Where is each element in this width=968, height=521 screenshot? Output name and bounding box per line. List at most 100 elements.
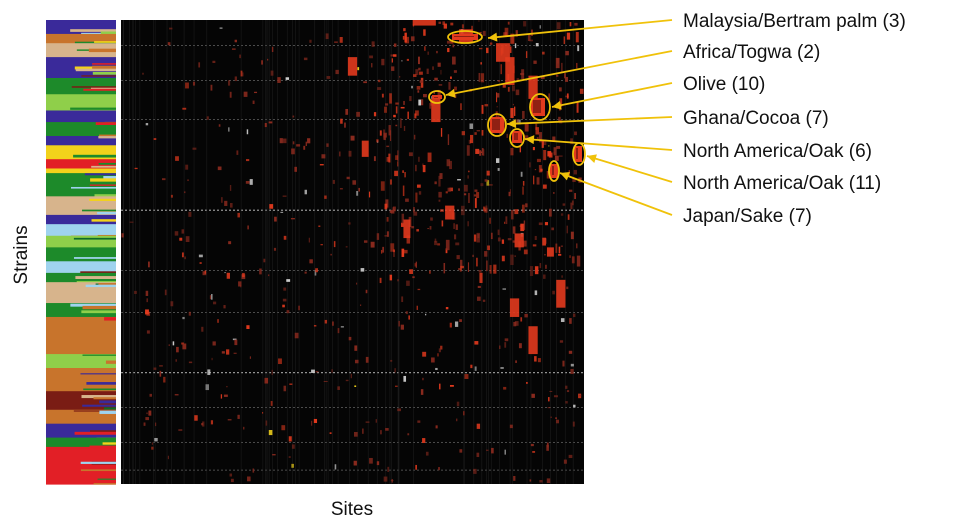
- heatmap-mark: [315, 268, 319, 273]
- annotation-ellipse: [548, 160, 560, 182]
- heatmap-mark: [233, 352, 237, 354]
- heatmap-mark: [539, 25, 541, 29]
- ancestry-segment: [46, 261, 116, 274]
- heatmap-mark: [478, 72, 481, 82]
- heatmap-mark: [167, 455, 169, 460]
- heatmap-mark: [459, 449, 463, 453]
- heatmap-mark: [440, 128, 443, 137]
- heatmap-mark: [507, 87, 510, 92]
- heatmap-mark: [515, 30, 518, 37]
- heatmap-mark: [459, 268, 462, 272]
- ancestry-admixture: [74, 431, 116, 435]
- heatmap-mark: [474, 198, 477, 208]
- heatmap-mark: [507, 238, 512, 241]
- annotation-ellipse: [428, 90, 446, 104]
- heatmap-mark: [354, 345, 358, 351]
- heatmap-mark: [269, 204, 274, 209]
- annotation-label: North America/Oak (6): [683, 141, 872, 162]
- heatmap-mark: [514, 106, 516, 116]
- ancestry-admixture: [93, 483, 116, 485]
- heatmap-mark: [283, 287, 287, 291]
- ancestry-segment: [46, 122, 116, 137]
- heatmap-mark: [401, 296, 404, 303]
- annotation-label: Olive (10): [683, 74, 765, 95]
- ancestry-segment: [46, 247, 116, 262]
- heatmap-mark: [326, 76, 331, 79]
- heatmap-mark: [574, 131, 577, 136]
- heatmap-mark: [360, 268, 365, 272]
- ancestry-segment: [46, 368, 116, 392]
- heatmap-mark: [422, 351, 427, 357]
- heatmap-mark: [229, 203, 233, 208]
- heatmap-mark: [188, 211, 192, 217]
- heatmap-mark: [145, 417, 149, 421]
- heatmap-mark: [434, 238, 437, 243]
- heatmap-mark: [516, 119, 521, 125]
- heatmap-mark: [262, 412, 264, 414]
- heatmap-mark: [376, 461, 380, 466]
- heatmap-mark: [512, 103, 514, 106]
- heatmap-mark: [476, 192, 480, 199]
- heatmap-mark: [445, 306, 449, 310]
- heatmap-mark: [290, 218, 295, 220]
- heatmap-mark: [270, 70, 274, 76]
- heatmap-mark: [509, 189, 511, 194]
- heatmap-mark: [419, 71, 423, 75]
- heatmap-mark: [480, 62, 482, 65]
- heatmap-mark: [535, 43, 539, 47]
- heatmap-mark: [294, 166, 297, 172]
- heatmap-mark: [440, 345, 443, 350]
- ancestry-admixture: [94, 194, 116, 198]
- heatmap-mark: [170, 194, 173, 198]
- ancestry-admixture: [95, 122, 116, 125]
- heatmap-mark: [390, 243, 395, 252]
- ancestry-admixture: [92, 63, 116, 65]
- heatmap-mark: [307, 138, 311, 144]
- heatmap-mark: [447, 187, 451, 192]
- heatmap-mark: [467, 175, 469, 179]
- heatmap-mark: [286, 310, 290, 314]
- heatmap-mark: [481, 148, 484, 156]
- ancestry-admixture: [92, 65, 116, 70]
- heatmap-mark: [574, 193, 577, 200]
- heatmap-mark: [406, 235, 411, 244]
- heatmap-mark: [402, 170, 404, 173]
- heatmap-mark: [409, 269, 413, 274]
- heatmap-mark: [415, 110, 419, 116]
- heatmap-mark: [546, 171, 551, 179]
- heatmap-mark: [417, 288, 421, 291]
- heatmap-mark: [192, 147, 197, 150]
- heatmap-mark: [556, 74, 559, 77]
- heatmap-mark: [461, 131, 466, 136]
- heatmap-mark: [412, 276, 415, 279]
- heatmap-mark: [478, 47, 483, 50]
- heatmap-mark: [379, 130, 382, 136]
- heatmap-mark: [429, 103, 432, 109]
- heatmap-mark: [405, 36, 410, 44]
- heatmap-mark: [510, 147, 514, 156]
- heatmap-mark: [181, 229, 185, 234]
- heatmap-block: [361, 140, 369, 157]
- heatmap-mark: [503, 386, 507, 390]
- heatmap-mark: [456, 401, 460, 407]
- heatmap-mark: [175, 156, 179, 161]
- heatmap-mark: [416, 305, 418, 310]
- heatmap-mark: [536, 177, 540, 185]
- heatmap-mark: [159, 365, 163, 367]
- heatmap-mark: [414, 113, 417, 119]
- annotation-ellipse: [529, 93, 551, 121]
- heatmap-mark: [395, 385, 398, 387]
- heatmap-mark: [500, 367, 504, 369]
- heatmap-mark: [383, 476, 388, 482]
- heatmap-mark: [294, 332, 299, 339]
- heatmap-mark: [474, 189, 478, 192]
- heatmap-mark: [283, 235, 287, 240]
- heatmap-mark: [514, 255, 516, 257]
- ancestry-segment: [46, 354, 116, 369]
- ancestry-segment: [46, 159, 116, 170]
- ancestry-admixture: [70, 29, 116, 32]
- heatmap-mark: [332, 321, 334, 326]
- heatmap-mark: [456, 418, 458, 422]
- annotation-line: [559, 172, 673, 216]
- ancestry-admixture: [91, 165, 116, 168]
